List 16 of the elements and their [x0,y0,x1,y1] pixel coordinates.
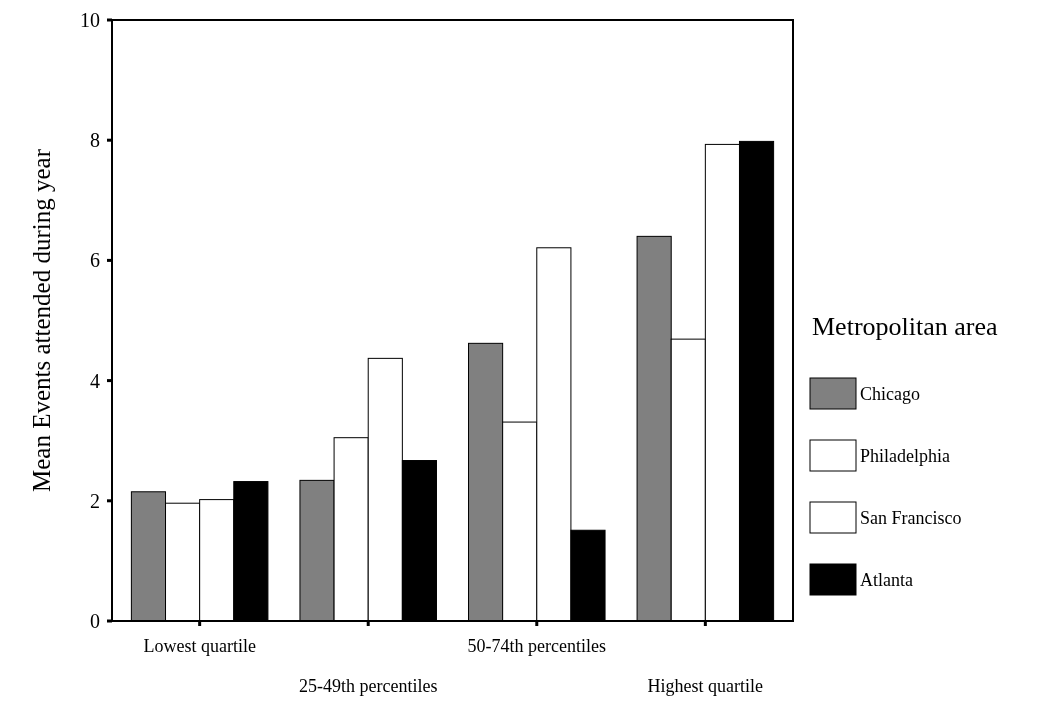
y-tick-label: 8 [90,129,100,152]
legend-label: Chicago [860,384,920,405]
legend-label: Philadelphia [860,446,950,467]
legend-label: Atlanta [860,570,913,591]
x-tick-label: Highest quartile [647,676,764,696]
y-tick-label: 6 [90,249,100,272]
y-tick-label: 2 [90,489,100,512]
legend-title: Metropolitan area [812,312,998,341]
y-axis-title: Mean Events attended during year [28,148,55,492]
x-tick-label: Lowest quartile [143,636,256,656]
legend-label: San Francisco [860,508,962,529]
x-tick-label: 25-49th percentiles [298,676,438,696]
y-tick-label: 4 [90,369,100,392]
y-tick-label: 0 [90,610,100,632]
x-tick-label: 50-74th percentiles [467,636,607,656]
y-tick-label: 10 [80,9,100,31]
